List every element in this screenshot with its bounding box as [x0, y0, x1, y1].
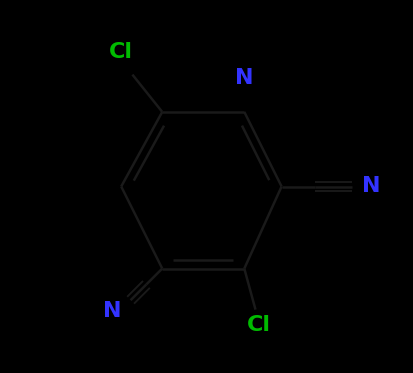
Text: Cl: Cl [109, 42, 133, 62]
Text: Cl: Cl [247, 314, 271, 335]
Text: N: N [102, 301, 121, 322]
Text: N: N [361, 176, 380, 197]
Text: N: N [235, 68, 253, 88]
